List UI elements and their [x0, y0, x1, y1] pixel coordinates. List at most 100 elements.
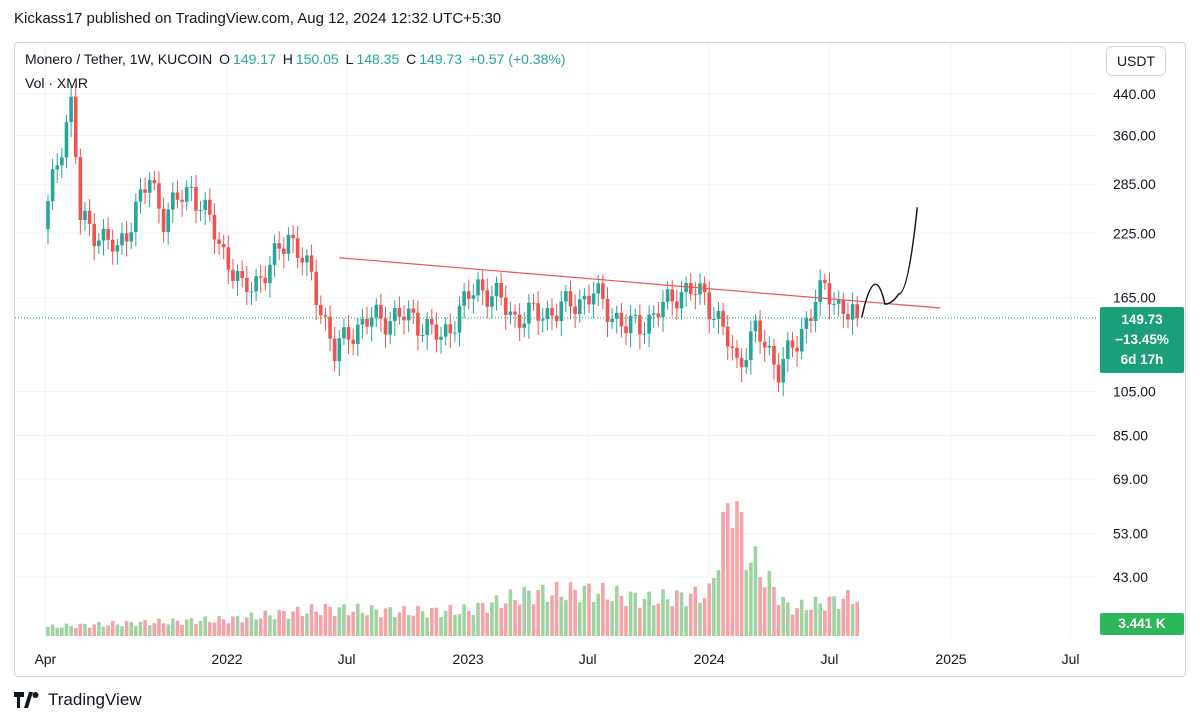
- volume-bar: [138, 621, 143, 636]
- candle-body: [97, 240, 101, 247]
- change-value: +0.57 (+0.38%): [468, 51, 566, 67]
- candle-body: [60, 157, 64, 166]
- volume-label[interactable]: Vol · XMR: [25, 75, 89, 91]
- volume-bar: [309, 604, 314, 636]
- volume-bar: [624, 606, 628, 636]
- close-value: 149.73: [419, 51, 463, 67]
- volume-bar: [429, 607, 434, 636]
- chart-frame: [14, 42, 1186, 677]
- candle-body: [804, 318, 809, 329]
- volume-bar: [730, 527, 735, 636]
- candle-body: [198, 210, 203, 212]
- volume-bar: [263, 610, 268, 636]
- candle-body: [628, 315, 633, 334]
- volume-bar: [83, 623, 87, 636]
- volume-bar: [175, 620, 180, 636]
- volume-bar: [277, 610, 281, 636]
- candle-body: [767, 345, 772, 348]
- tradingview-logo[interactable]: TradingView: [14, 690, 142, 710]
- candle-body: [499, 282, 503, 298]
- candle-body: [175, 192, 180, 200]
- high-value: 150.05: [295, 51, 339, 67]
- candle-body: [776, 364, 781, 383]
- y-tick-label: 440.00: [1113, 86, 1156, 102]
- volume-bar: [355, 603, 360, 636]
- resistance-trendline[interactable]: [339, 257, 941, 309]
- candle-body: [744, 360, 749, 368]
- candle-body: [480, 279, 485, 291]
- candle-body: [675, 301, 679, 309]
- volume-bar: [633, 592, 638, 636]
- volume-bar: [402, 605, 406, 636]
- candle-body: [684, 283, 688, 293]
- candle-body: [291, 234, 295, 239]
- volume-bar: [365, 615, 369, 636]
- candle-body: [245, 277, 249, 292]
- volume-bar: [850, 604, 855, 636]
- candle-body: [337, 338, 342, 362]
- candle-body: [799, 328, 804, 352]
- y-tick-label: 53.00: [1113, 526, 1148, 542]
- volume-bar: [651, 605, 656, 636]
- candle-body: [369, 317, 374, 327]
- volume-bar: [420, 611, 425, 636]
- volume-bar: [161, 623, 166, 636]
- volume-bar: [670, 606, 675, 636]
- volume-bar: [786, 602, 790, 636]
- candle-body: [531, 302, 536, 304]
- volume-bar: [619, 595, 624, 636]
- volume-bar: [698, 602, 702, 636]
- candle-body: [665, 289, 670, 302]
- volume-bar: [573, 589, 577, 636]
- candle-body: [670, 289, 675, 302]
- volume-bar: [46, 626, 50, 636]
- projection-sketch: [861, 207, 919, 318]
- volume-bar: [282, 610, 286, 636]
- volume-bar: [323, 603, 328, 636]
- candle-body: [346, 327, 351, 340]
- candle-body: [846, 314, 850, 320]
- volume-bar: [564, 600, 568, 636]
- candle-body: [300, 257, 305, 263]
- volume-bar: [166, 624, 171, 636]
- volume-bar: [735, 501, 739, 636]
- volume-bar: [240, 622, 244, 636]
- symbol-title[interactable]: Monero / Tether, 1W, KUCOIN: [25, 51, 213, 67]
- volume-bar: [721, 511, 725, 636]
- volume-bar: [101, 626, 106, 636]
- volume-bar: [346, 615, 351, 636]
- candle-body: [730, 346, 735, 348]
- volume-bar: [171, 618, 175, 636]
- x-tick-label: Jul: [579, 651, 597, 667]
- volume-bar: [642, 598, 647, 636]
- candle-body: [596, 283, 601, 294]
- candle-body: [624, 326, 628, 334]
- candle-body: [351, 339, 355, 344]
- publish-line: Kickass17 published on TradingView.com, …: [14, 10, 502, 27]
- x-tick-label: 2022: [211, 651, 242, 667]
- volume-bar: [69, 626, 73, 636]
- currency-button[interactable]: USDT: [1106, 46, 1166, 76]
- candle-body: [323, 315, 328, 317]
- candle-body: [235, 270, 240, 281]
- candle-body: [762, 341, 767, 348]
- volume-bar: [716, 570, 721, 636]
- volume-bar: [485, 612, 490, 636]
- candle-body: [517, 314, 522, 328]
- volume-bar: [582, 585, 587, 636]
- volume-bar: [522, 586, 527, 636]
- volume-bar: [110, 621, 115, 636]
- candle-body: [78, 157, 83, 221]
- candle-body: [406, 308, 411, 321]
- candle-body: [739, 357, 744, 368]
- low-value: 148.35: [356, 51, 400, 67]
- volume-bar: [688, 593, 693, 636]
- x-axis: Apr 2022 Jul 2023 Jul 2024 Jul 2025 Jul: [34, 651, 1079, 667]
- y-tick-label: 225.00: [1113, 225, 1156, 241]
- volume-bar: [749, 562, 753, 636]
- volume-bar: [568, 582, 573, 636]
- volume-bar: [707, 583, 712, 636]
- volume-bar: [832, 596, 836, 636]
- volume-bar: [462, 604, 466, 636]
